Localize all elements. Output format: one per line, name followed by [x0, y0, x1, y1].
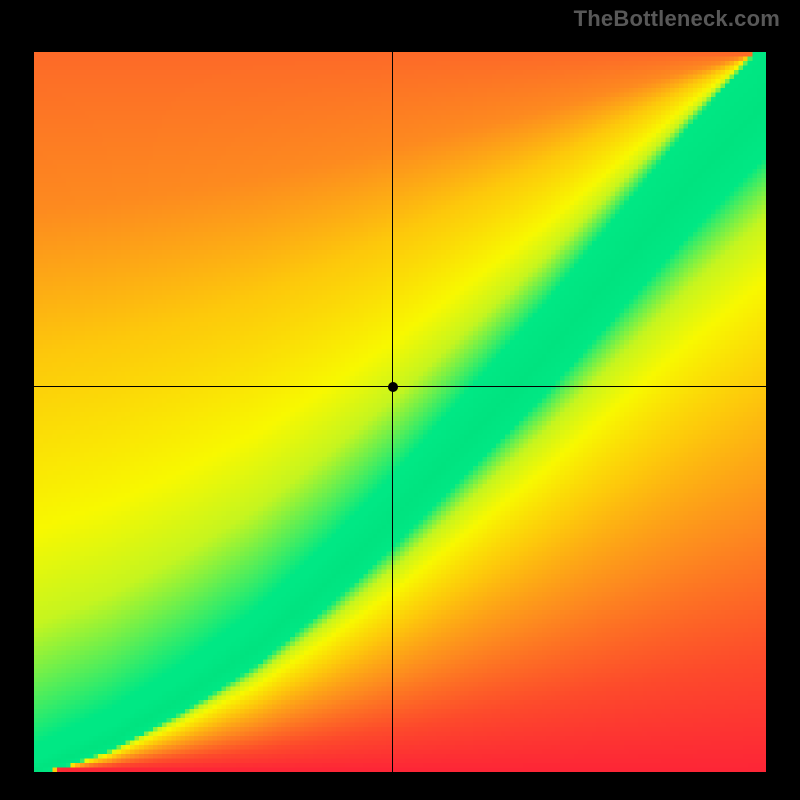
- crosshair-vertical: [392, 52, 393, 772]
- crosshair-horizontal: [34, 386, 766, 387]
- plot-frame: [16, 34, 784, 790]
- heatmap-canvas: [34, 52, 766, 772]
- watermark-text: TheBottleneck.com: [574, 6, 780, 32]
- plot-area: [34, 52, 766, 772]
- data-point-marker: [388, 382, 398, 392]
